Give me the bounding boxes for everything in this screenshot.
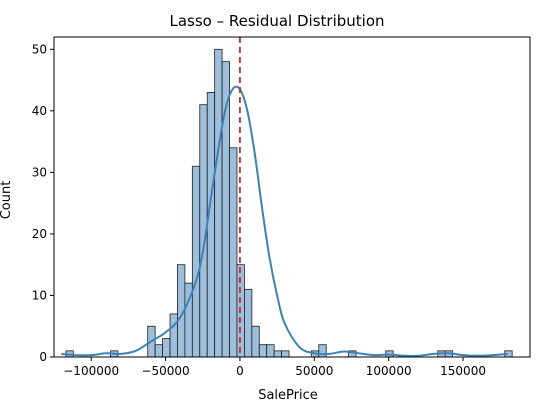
x-axis-ticks: −100000 −50000 0 50000 100000 150000 [63, 357, 486, 378]
histogram-bar-11 [214, 48, 223, 358]
histogram-bar-4 [162, 338, 171, 358]
kde-curve [61, 85, 508, 357]
histogram-bar-10 [206, 91, 216, 358]
y-tick-label-5: 50 [32, 42, 47, 56]
y-tick-label-2: 20 [32, 227, 47, 241]
histogram-bar-20 [281, 350, 290, 358]
x-axis-label: SalePrice [258, 388, 318, 403]
histogram-bar-5 [169, 313, 178, 358]
x-tick-label-4: 100000 [366, 364, 412, 378]
x-tick-label-1: −50000 [141, 364, 189, 378]
histogram-bar-16 [251, 325, 260, 358]
y-axis-label: Count [0, 181, 14, 220]
chart-title: Lasso – Residual Distribution [169, 12, 384, 30]
histogram-bar-19 [273, 350, 282, 358]
y-tick-label-0: 0 [39, 350, 47, 364]
histogram-bar-15 [243, 288, 253, 358]
x-tick-label-2: 0 [236, 364, 244, 378]
histogram-bar-3 [154, 344, 163, 358]
y-tick-label-3: 30 [32, 165, 47, 179]
x-tick-label-0: −100000 [63, 364, 119, 378]
x-tick-label-5: 150000 [440, 364, 486, 378]
axes-frame [53, 36, 531, 358]
histogram-bar-17 [258, 344, 268, 358]
histogram-bars [65, 48, 513, 358]
y-tick-label-4: 40 [32, 104, 47, 118]
histogram-bar-8 [191, 165, 201, 358]
histogram-bar-22 [318, 344, 327, 358]
histogram-bar-13 [229, 147, 238, 358]
histogram-bar-18 [266, 344, 275, 358]
y-tick-label-1: 10 [32, 288, 47, 302]
y-axis-ticks: 0 10 20 30 40 50 [32, 42, 54, 364]
x-tick-label-3: 50000 [295, 364, 333, 378]
